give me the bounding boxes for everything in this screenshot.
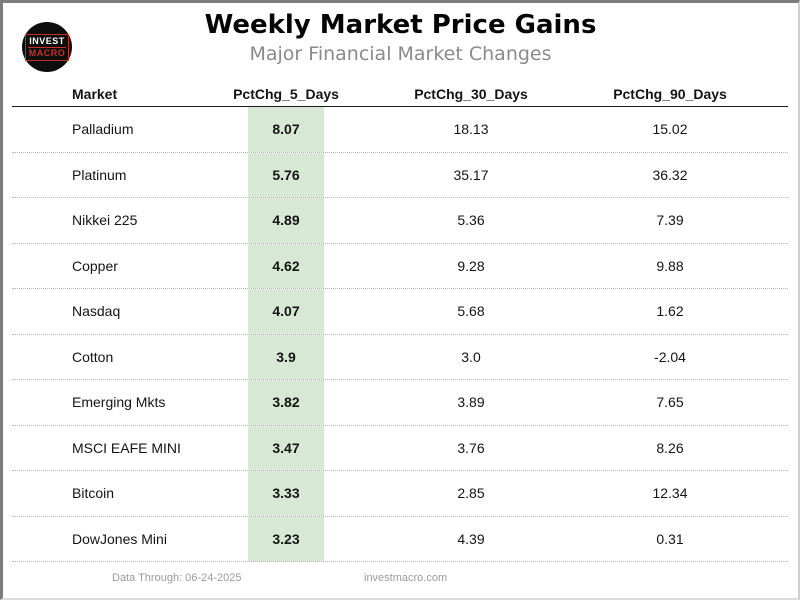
spacer-cell [722, 107, 788, 152]
spacer-cell [722, 426, 788, 471]
logo-invest-label: INVEST [28, 35, 66, 48]
market-table: Market PctChg_5_Days PctChg_30_Days PctC… [12, 82, 788, 562]
spacer-cell [722, 517, 788, 562]
pctchg-5-cell: 5.76 [248, 152, 324, 197]
spacer-cell [722, 153, 788, 198]
market-cell: Cotton [72, 348, 114, 365]
table-row: Nikkei 225 4.89 5.36 7.39 [12, 198, 788, 244]
pctchg-30-cell: 5.68 [457, 303, 485, 320]
table-row: Emerging Mkts 3.82 3.89 7.65 [12, 380, 788, 426]
table-header-row: Market PctChg_5_Days PctChg_30_Days PctC… [12, 82, 788, 107]
pctchg-90-cell: 0.31 [656, 530, 684, 547]
pctchg-30-cell: 3.76 [457, 439, 485, 456]
header-market: Market [72, 86, 118, 102]
pctchg-5-cell: 3.23 [248, 516, 324, 561]
header-pctchg-5-days: PctChg_5_Days [233, 86, 339, 102]
investmacro-logo: INVEST MACRO [22, 22, 72, 72]
pctchg-90-cell: -2.04 [654, 348, 686, 365]
pctchg-30-cell: 5.36 [457, 212, 485, 229]
pctchg-5-cell: 4.62 [248, 243, 324, 288]
market-cell: Nikkei 225 [72, 212, 138, 229]
pctchg-90-cell: 7.65 [656, 394, 684, 411]
page-subtitle: Major Financial Market Changes [249, 43, 552, 65]
market-cell: Platinum [72, 166, 127, 183]
table-row: Bitcoin 3.33 2.85 12.34 [12, 471, 788, 517]
market-cell: Palladium [72, 121, 134, 138]
market-cell: Copper [72, 257, 118, 274]
pctchg-90-cell: 7.39 [656, 212, 684, 229]
pctchg-5-cell: 4.07 [248, 289, 324, 334]
pctchg-90-cell: 36.32 [652, 166, 688, 183]
table-body: Palladium 8.07 18.13 15.02 Platinum 5.76 35.17… [12, 107, 788, 562]
logo-text-box: INVEST MACRO [25, 33, 69, 61]
pctchg-5-cell: 3.47 [248, 425, 324, 470]
spacer-cell [722, 198, 788, 243]
table-row: Cotton 3.9 3.0 -2.04 [12, 334, 788, 380]
market-cell: Nasdaq [72, 303, 121, 320]
header-spacer [722, 82, 788, 106]
pctchg-90-cell: 9.88 [656, 257, 684, 274]
table-row: Copper 4.62 9.28 9.88 [12, 243, 788, 289]
page-title: Weekly Market Price Gains [204, 10, 597, 40]
market-cell: Emerging Mkts [72, 394, 166, 411]
table-row: MSCI EAFE MINI 3.47 3.76 8.26 [12, 425, 788, 471]
market-cell: MSCI EAFE MINI [72, 439, 181, 456]
spacer-cell [722, 471, 788, 516]
spacer-cell [722, 380, 788, 425]
pctchg-90-cell: 8.26 [656, 439, 684, 456]
pctchg-5-cell: 8.07 [248, 107, 324, 152]
header-pctchg-90-days: PctChg_90_Days [613, 86, 727, 102]
pctchg-30-cell: 2.85 [457, 485, 485, 502]
pctchg-5-cell: 3.82 [248, 380, 324, 425]
pctchg-30-cell: 3.89 [457, 394, 485, 411]
header-pctchg-30-days: PctChg_30_Days [414, 86, 528, 102]
table-row: Platinum 5.76 35.17 36.32 [12, 152, 788, 198]
logo-macro-label: MACRO [28, 47, 66, 58]
pctchg-30-cell: 18.13 [453, 121, 489, 138]
pctchg-5-cell: 3.33 [248, 471, 324, 516]
pctchg-30-cell: 4.39 [457, 530, 485, 547]
market-cell: DowJones Mini [72, 530, 167, 547]
pctchg-30-cell: 9.28 [457, 257, 485, 274]
pctchg-5-cell: 4.89 [248, 198, 324, 243]
spacer-cell [722, 244, 788, 289]
footer-website: investmacro.com [364, 572, 448, 584]
table-row: Nasdaq 4.07 5.68 1.62 [12, 289, 788, 335]
footer-data-through: Data Through: 06-24-2025 [112, 572, 242, 584]
table-row: Palladium 8.07 18.13 15.02 [12, 107, 788, 153]
pctchg-30-cell: 35.17 [453, 166, 489, 183]
pctchg-5-cell: 3.9 [248, 334, 324, 379]
pctchg-90-cell: 15.02 [652, 121, 688, 138]
spacer-cell [722, 335, 788, 380]
pctchg-90-cell: 12.34 [652, 485, 688, 502]
pctchg-30-cell: 3.0 [461, 348, 481, 365]
market-cell: Bitcoin [72, 485, 115, 502]
spacer-cell [722, 289, 788, 334]
table-row: DowJones Mini 3.23 4.39 0.31 [12, 516, 788, 562]
pctchg-90-cell: 1.62 [656, 303, 684, 320]
